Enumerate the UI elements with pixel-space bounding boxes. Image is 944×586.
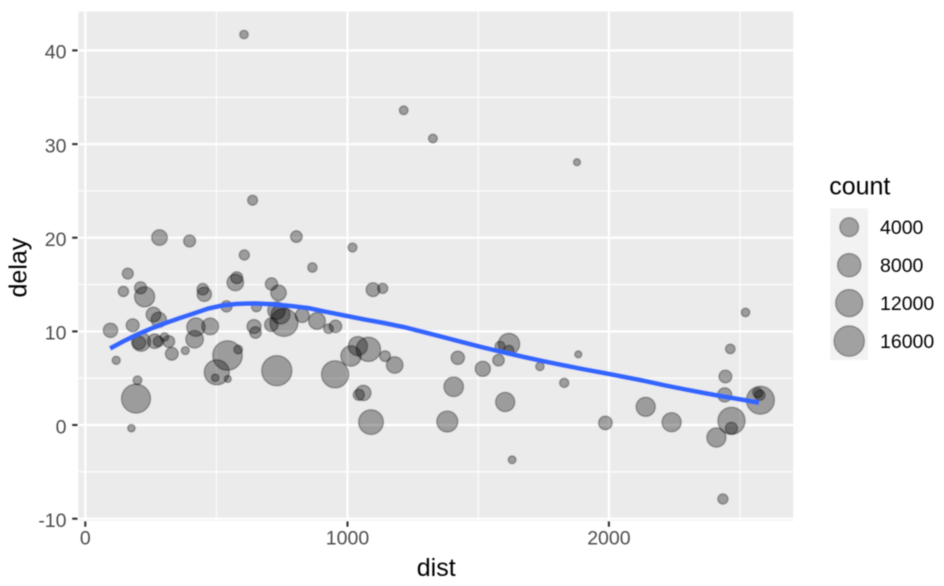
svg-text:16000: 16000 [880,331,934,353]
svg-text:1000: 1000 [326,528,370,550]
svg-text:dist: dist [417,554,456,582]
svg-text:-10: -10 [38,510,66,532]
svg-text:20: 20 [45,229,67,251]
svg-text:4000: 4000 [880,217,924,239]
svg-text:30: 30 [45,135,67,157]
svg-text:delay: delay [5,237,33,297]
svg-text:2000: 2000 [587,528,631,550]
svg-text:8000: 8000 [880,255,924,277]
svg-text:10: 10 [45,323,67,345]
svg-text:0: 0 [56,416,67,438]
svg-text:40: 40 [45,42,67,64]
svg-text:count: count [829,173,890,201]
svg-text:12000: 12000 [880,293,934,315]
svg-text:0: 0 [80,528,91,550]
